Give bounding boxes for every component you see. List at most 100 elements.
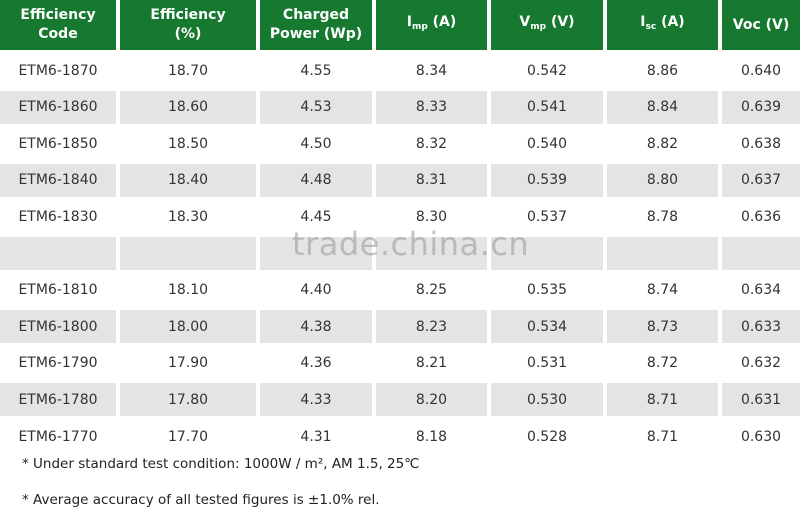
table-cell xyxy=(0,237,116,270)
table-cell: 18.60 xyxy=(120,90,256,124)
header-line: Power (Wp) xyxy=(269,26,363,42)
table-cell: 18.50 xyxy=(167,135,209,152)
table-cell: 8.86 xyxy=(646,62,679,79)
table-cell: ETM6-1860 xyxy=(0,90,116,124)
table-cell: 18.00 xyxy=(120,310,256,344)
table-cell xyxy=(491,237,603,270)
header-symbol: I xyxy=(640,14,646,30)
table-cell xyxy=(607,237,718,270)
header-line: Charged xyxy=(282,7,350,23)
table-cell: 8.71 xyxy=(646,428,679,445)
table-cell: ETM6-1790 xyxy=(18,355,98,372)
table-cell: 4.36 xyxy=(300,355,332,372)
table-cell: 8.34 xyxy=(415,62,448,79)
table-cell: 18.40 xyxy=(120,163,256,197)
header-line: Code xyxy=(38,26,78,42)
table-cell: 0.636 xyxy=(740,208,782,225)
table-cell: ETM6-1840 xyxy=(0,163,116,197)
table-cell: 8.73 xyxy=(607,310,718,344)
table-cell: 8.18 xyxy=(415,428,448,445)
header-cell: Vmp (V) xyxy=(491,0,603,50)
header-cell: Imp (A) xyxy=(376,0,487,50)
table-cell: 0.634 xyxy=(740,282,782,299)
table-cell: 0.637 xyxy=(722,163,800,197)
table-cell: 8.25 xyxy=(415,282,448,299)
header-line: Efficiency xyxy=(20,7,96,23)
table-cell: 8.82 xyxy=(646,135,679,152)
table-cell: 0.534 xyxy=(491,310,603,344)
table-cell: 0.630 xyxy=(740,428,782,445)
table-cell: ETM6-1810 xyxy=(18,282,98,299)
table-cell: 0.535 xyxy=(526,282,568,299)
header-cell: Efficiency Code xyxy=(0,0,116,50)
table-cell: 17.90 xyxy=(167,355,209,372)
header-line: (%) xyxy=(174,26,202,42)
table-cell: 0.531 xyxy=(526,355,568,372)
header-unit: (A) xyxy=(427,14,457,30)
table-cell: 18.10 xyxy=(167,282,209,299)
header-line: Voc (V) xyxy=(732,16,790,33)
table-cell: 8.31 xyxy=(376,163,487,197)
table-cell: 8.84 xyxy=(607,90,718,124)
header-unit: (A) xyxy=(656,14,685,30)
table-cell: 8.21 xyxy=(415,355,448,372)
watermark: trade.china.cn xyxy=(292,225,530,263)
table-cell xyxy=(120,237,256,270)
table-cell xyxy=(722,237,800,270)
header-subscript: mp xyxy=(530,22,547,32)
header-cell: Voc (V) xyxy=(722,0,800,50)
header-symbol: V xyxy=(519,14,531,30)
header-line: Efficiency xyxy=(150,7,226,23)
table-cell: 0.631 xyxy=(722,383,800,417)
table-cell xyxy=(376,237,487,270)
table-cell: 8.78 xyxy=(646,208,679,225)
table-cell: 0.640 xyxy=(740,62,782,79)
table-cell: 0.633 xyxy=(722,310,800,344)
table-cell: 0.528 xyxy=(526,428,568,445)
table-cell: ETM6-1870 xyxy=(18,62,98,79)
table-cell: 0.530 xyxy=(491,383,603,417)
table-cell: 4.50 xyxy=(300,135,332,152)
table-cell: 8.23 xyxy=(376,310,487,344)
table-cell: 8.74 xyxy=(646,282,679,299)
header-cell: Efficiency (%) xyxy=(120,0,256,50)
table-cell: 0.541 xyxy=(491,90,603,124)
table-cell: 8.33 xyxy=(376,90,487,124)
table-cell xyxy=(260,237,372,270)
table-cell: 4.53 xyxy=(260,90,372,124)
header-unit: (V) xyxy=(546,14,575,30)
table-cell: ETM6-1800 xyxy=(0,310,116,344)
header-cell: Isc (A) xyxy=(607,0,718,50)
table-cell: 8.80 xyxy=(607,163,718,197)
footnote: * Under standard test condition: 1000W /… xyxy=(22,456,420,472)
footnote: * Average accuracy of all tested figures… xyxy=(22,492,380,508)
header-line: Isc (A) xyxy=(640,13,684,37)
table-cell: 18.30 xyxy=(167,208,209,225)
table-cell: ETM6-1830 xyxy=(18,208,98,225)
header-subscript: mp xyxy=(411,22,428,32)
table-cell: 4.45 xyxy=(300,208,332,225)
table-cell: 8.71 xyxy=(607,383,718,417)
header-cell: Charged Power (Wp) xyxy=(260,0,372,50)
table-cell: 18.70 xyxy=(167,62,209,79)
header-line: Vmp (V) xyxy=(519,13,574,37)
table-cell: 4.31 xyxy=(300,428,332,445)
table-cell: 8.72 xyxy=(646,355,679,372)
table-cell: 0.540 xyxy=(526,135,568,152)
header-symbol: I xyxy=(406,14,412,30)
table-cell: ETM6-1850 xyxy=(18,135,98,152)
table-cell: 4.48 xyxy=(260,163,372,197)
table-cell: 0.542 xyxy=(526,62,568,79)
table-cell: 0.638 xyxy=(740,135,782,152)
table-cell: 4.33 xyxy=(260,383,372,417)
table-cell: ETM6-1770 xyxy=(18,428,98,445)
table-cell: 8.30 xyxy=(415,208,448,225)
table-cell: 8.32 xyxy=(415,135,448,152)
table-cell: 0.632 xyxy=(740,355,782,372)
table-cell: 17.80 xyxy=(120,383,256,417)
table-cell: 4.40 xyxy=(300,282,332,299)
header-subscript: sc xyxy=(645,22,657,32)
table-cell: 4.38 xyxy=(260,310,372,344)
table-cell: 0.537 xyxy=(526,208,568,225)
